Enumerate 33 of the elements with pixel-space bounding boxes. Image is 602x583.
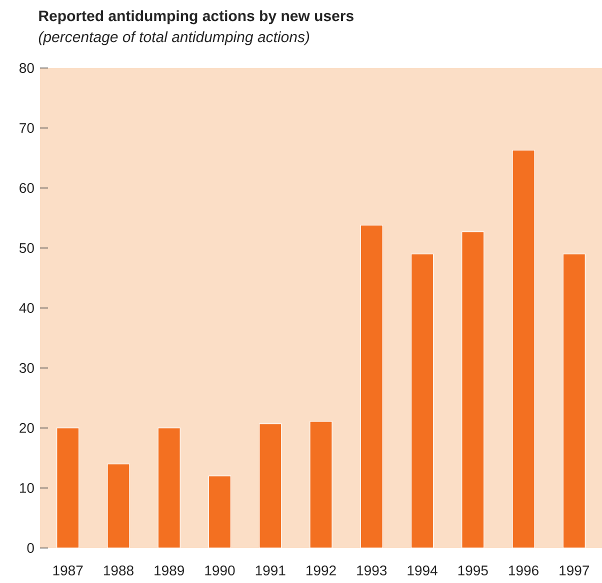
x-tick-label: 1996 bbox=[509, 566, 538, 576]
bar bbox=[208, 476, 232, 548]
x-tick-label: 1993 bbox=[357, 566, 387, 576]
y-tick-label: 0 bbox=[27, 543, 34, 553]
x-tick-label: 1987 bbox=[53, 566, 83, 576]
y-tick-label: 70 bbox=[20, 123, 34, 133]
bar bbox=[462, 231, 484, 548]
x-tick-label: 1994 bbox=[408, 566, 438, 576]
bar bbox=[512, 150, 535, 548]
chart-subtitle: (percentage of total antidumping actions) bbox=[38, 31, 310, 46]
y-tick-label: 60 bbox=[20, 183, 34, 193]
bar bbox=[360, 224, 383, 548]
y-tick-label: 20 bbox=[20, 423, 34, 433]
x-tick-label: 1990 bbox=[205, 566, 235, 576]
x-tick-label: 1995 bbox=[458, 566, 488, 576]
bar bbox=[259, 423, 282, 548]
y-tick-label: 30 bbox=[19, 363, 34, 373]
chart-title: Reported antidumping actions by new users bbox=[39, 10, 354, 24]
y-tick-label: 40 bbox=[19, 303, 34, 313]
x-tick-label: 1991 bbox=[256, 566, 286, 576]
y-tick-label: 10 bbox=[20, 483, 34, 493]
bar bbox=[562, 254, 586, 548]
y-tick-label: 80 bbox=[20, 63, 34, 73]
bar bbox=[56, 428, 80, 548]
x-tick-label: 1988 bbox=[104, 566, 134, 576]
x-tick-label: 1992 bbox=[306, 566, 336, 576]
bar bbox=[310, 421, 332, 548]
bar bbox=[410, 254, 434, 548]
bar bbox=[158, 428, 180, 548]
bar bbox=[107, 464, 130, 548]
y-tick-label: 50 bbox=[19, 243, 34, 253]
x-tick-label: 1989 bbox=[154, 566, 184, 576]
x-tick-label: 1997 bbox=[560, 566, 590, 576]
